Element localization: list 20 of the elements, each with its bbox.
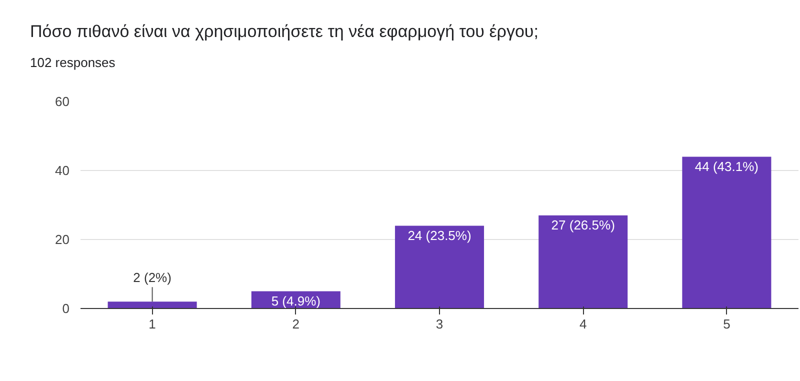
x-tick-label: 3 bbox=[436, 316, 444, 332]
x-tick-label: 5 bbox=[723, 316, 730, 332]
data-label: 27 (26.5%) bbox=[551, 217, 615, 232]
x-tick-label: 2 bbox=[292, 316, 300, 332]
y-tick-label: 20 bbox=[55, 232, 70, 247]
bar bbox=[538, 215, 628, 308]
bar bbox=[394, 226, 484, 308]
y-tick-label: 60 bbox=[55, 94, 70, 109]
bar bbox=[682, 156, 772, 308]
bar bbox=[108, 301, 197, 308]
data-label: 44 (43.1%) bbox=[694, 158, 758, 174]
x-tick-label: 4 bbox=[579, 316, 587, 332]
x-tick-label: 1 bbox=[148, 316, 156, 332]
data-label: 24 (23.5%) bbox=[408, 228, 472, 243]
data-label: 2 (2%) bbox=[133, 270, 172, 285]
data-label: 5 (4.9%) bbox=[271, 293, 320, 308]
chart-subtitle: 102 responses bbox=[30, 54, 116, 72]
y-tick-label: 40 bbox=[55, 162, 70, 178]
y-tick-label: 0 bbox=[62, 300, 70, 316]
chart-title: Πόσο πιθανό είναι να χρησιμοποιήσετε τη νέα εφαρμογή του έργου; bbox=[30, 21, 538, 43]
